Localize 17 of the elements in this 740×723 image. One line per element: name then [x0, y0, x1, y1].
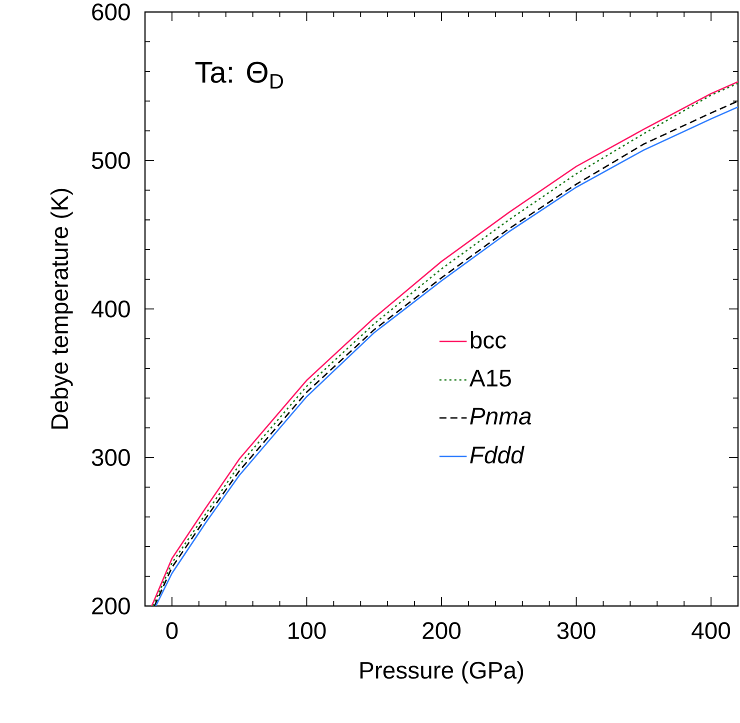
- legend-label: Pnma: [470, 408, 532, 425]
- legend-label: bcc: [470, 330, 506, 349]
- annotation: Ta: Θ$_{D}$: [195, 62, 283, 88]
- x-tick-label: 400: [692, 622, 730, 640]
- y-tick-label: 600: [92, 4, 130, 20]
- x-tick-label: 300: [557, 622, 596, 640]
- y-axis-title: Debye temperature (K): [50, 188, 73, 429]
- y-tick-label: 500: [92, 152, 130, 169]
- y-tick-label: 400: [91, 300, 130, 318]
- x-tick-label: 0: [166, 622, 178, 640]
- legend-label: Fddd: [470, 446, 524, 464]
- x-axis-title: Pressure (GPa): [360, 661, 524, 684]
- legend-label: A15: [469, 370, 511, 387]
- x-tick-label: 200: [422, 622, 461, 640]
- x-tick-label: 100: [288, 622, 326, 640]
- y-tick-label: 300: [92, 449, 130, 466]
- y-tick-label: 200: [92, 598, 130, 614]
